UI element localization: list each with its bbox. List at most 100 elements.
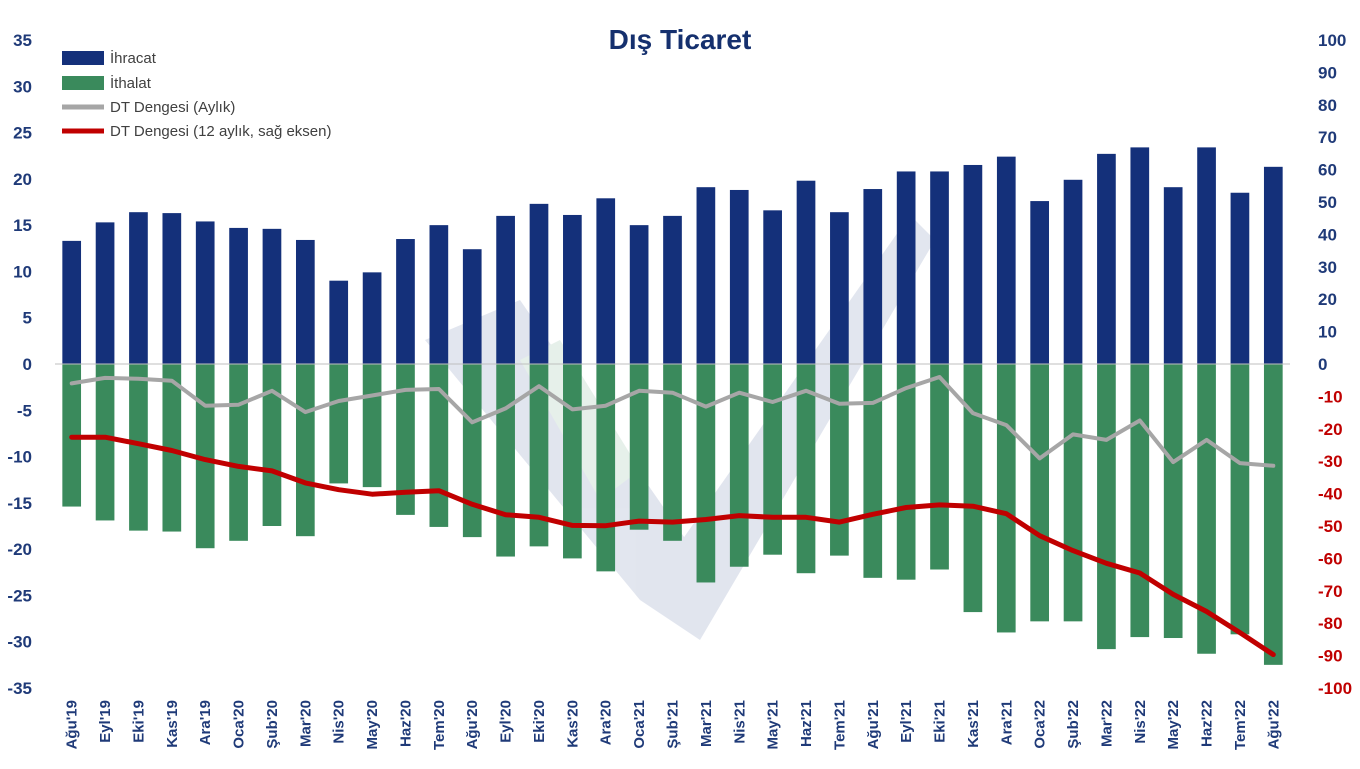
x-axis-tick-label: Ağu'20 [464,700,481,749]
import-bar [129,364,148,531]
import-bar [362,364,382,488]
import-bar [529,364,549,547]
export-bar [462,249,482,364]
right-axis-tick-label: -40 [1318,485,1343,504]
legend-swatch [62,76,104,90]
left-axis-tick-label: 35 [13,31,32,50]
export-bar [195,221,215,364]
x-axis-tick-label: Ağu'21 [865,700,882,749]
x-axis-tick-label: Ağu'19 [64,700,81,749]
export-bar [896,171,916,364]
export-bar [930,171,949,364]
x-axis-tick-label: Mar'20 [297,700,314,747]
left-axis-tick-label: 0 [23,355,32,374]
x-axis-tick-label: Nis'21 [731,700,748,744]
left-axis-tick-label: -20 [7,540,32,559]
export-bar [295,239,315,364]
x-axis-tick-label: Tem'20 [431,700,448,750]
left-y-axis: 35 30 25 20 15 10 5 0 -5 -10 -15 -20 -25 -30 -35 [7,31,32,698]
export-bar [863,189,883,364]
import-bar [1197,364,1216,654]
import-bar [796,364,816,574]
import-bar [195,364,215,549]
x-axis-tick-label: Oca'21 [631,700,648,749]
right-axis-tick-label: -20 [1318,420,1343,439]
x-axis-tick-label: Tem'21 [831,700,848,750]
x-axis-tick-label: Eyl'21 [898,700,915,743]
import-bar [1063,364,1083,622]
x-axis-tick-label: Eyl'20 [498,700,515,743]
left-axis-tick-label: 5 [23,309,32,328]
x-axis-tick-label: Eki'21 [932,700,949,743]
right-axis-tick-label: 70 [1318,128,1337,147]
import-bar [162,364,182,532]
export-bar [830,212,849,364]
export-bar [162,213,182,364]
export-bar [1130,147,1150,364]
import-bar [1263,364,1283,665]
left-axis-tick-label: -30 [7,633,32,652]
right-axis-tick-label: 90 [1318,63,1337,82]
right-axis-tick-label: 80 [1318,96,1337,115]
export-bar [1197,147,1216,364]
right-axis-tick-label: 30 [1318,258,1337,277]
export-bar [963,164,983,364]
export-bar [696,187,716,364]
export-bar [429,225,449,364]
import-bar [95,364,115,521]
x-axis-tick-label: Haz'20 [397,700,414,747]
export-bar [596,198,616,364]
import-bar [1130,364,1150,638]
export-bar [796,180,816,364]
x-axis-tick-label: Kas'19 [164,700,181,748]
export-bar [362,272,382,364]
right-axis-tick-label: 40 [1318,225,1337,244]
import-bar [596,364,616,572]
chart-title: Dış Ticaret [609,24,752,55]
legend-label: DT Dengesi (12 aylık, sağ eksen) [110,123,332,140]
legend-swatch [62,51,104,65]
x-axis-tick-label: Haz'21 [798,700,815,747]
export-bar [629,225,649,364]
x-axis-tick-label: Kas'20 [564,700,581,748]
import-bar [763,364,782,555]
export-bar [763,210,782,364]
export-bar [95,222,115,364]
right-axis-tick-label: -10 [1318,387,1343,406]
import-bar [329,364,349,484]
import-bar [396,364,415,515]
left-axis-tick-label: 20 [13,170,32,189]
x-axis-tick-label: Ara'21 [998,700,1015,745]
import-bar [696,364,716,583]
left-axis-tick-label: -10 [7,448,32,467]
x-axis-tick-label: Nis'20 [331,700,348,744]
export-bar [396,239,415,364]
import-bar [429,364,449,527]
import-bar [496,364,515,557]
left-axis-tick-label: -15 [7,494,32,513]
import-bar [1097,364,1116,650]
left-axis-tick-label: -25 [7,586,32,605]
left-axis-tick-label: -35 [7,679,32,698]
export-bar [529,203,549,364]
line-series-group [69,375,1276,658]
export-bar [229,227,248,364]
export-bar [262,228,282,364]
export-bar [1230,192,1250,364]
right-axis-tick-label: 100 [1318,31,1346,50]
legend-label: DT Dengesi (Aylık) [110,99,235,116]
export-bar [496,215,515,364]
right-axis-tick-label: 0 [1318,355,1327,374]
right-axis-tick-label: -30 [1318,452,1343,471]
left-axis-tick-label: -5 [17,401,32,420]
x-axis-tick-label: Şub'21 [665,700,682,749]
import-bar [229,364,248,541]
import-bar [896,364,916,580]
right-axis-tick-label: 60 [1318,161,1337,180]
import-bar [830,364,849,556]
right-axis-tick-label: -70 [1318,582,1343,601]
import-bar [262,364,282,526]
export-bar [129,212,148,364]
